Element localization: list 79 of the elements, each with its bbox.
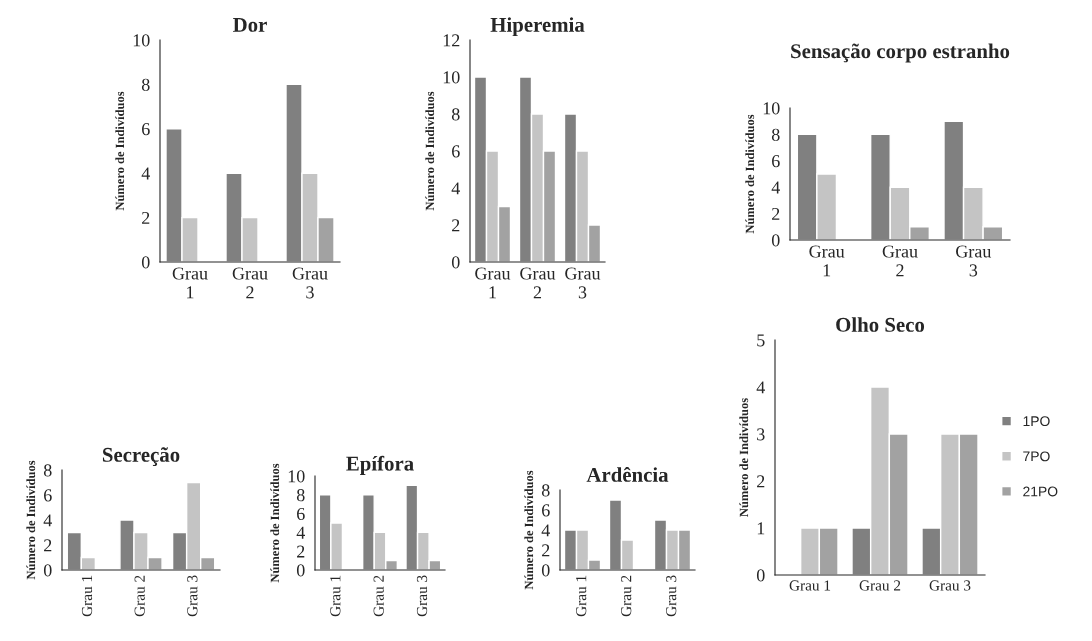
y-tick-label: 3	[757, 428, 765, 441]
y-axis-title: Número de Indivíduos	[524, 470, 534, 590]
y-tick-label: 2	[297, 545, 305, 558]
x-tick-label: Grau 3	[929, 580, 971, 591]
y-tick-label: 4	[296, 526, 305, 539]
chart-title: Epífora	[346, 455, 414, 475]
y-tick-label: 4	[756, 381, 765, 394]
x-tick-label: Grau 1	[475, 267, 511, 299]
x-tick-label: Grau 1	[330, 575, 341, 617]
x-tick-label: Grau 1	[81, 575, 93, 617]
y-axis-title: Número de Indivíduos	[425, 91, 435, 211]
y-tick-label: 0	[451, 256, 460, 269]
y-tick-label: 10	[288, 470, 305, 483]
y-tick-label: 10	[763, 102, 780, 115]
x-tick-label: Grau 2	[621, 575, 632, 617]
chart-title: Secreção	[102, 447, 180, 466]
y-axis-title: Número de Indivíduos	[115, 91, 125, 211]
y-axis-title: Número de Indivíduos	[26, 460, 36, 580]
legend-label: 1PO	[1023, 416, 1050, 427]
x-tick-label: Grau 1	[576, 575, 587, 617]
x-tick-label: Grau 1	[789, 580, 831, 591]
x-tick-label: Grau 2	[373, 575, 384, 617]
y-tick-label: 6	[142, 123, 150, 136]
y-tick-label: 6	[297, 507, 305, 521]
chart-title: Hiperemia	[490, 17, 585, 37]
y-tick-label: 4	[541, 524, 550, 537]
y-tick-label: 2	[452, 219, 460, 232]
x-tick-label: Grau 2	[882, 245, 918, 277]
x-tick-label: Grau 2	[134, 575, 145, 617]
y-tick-label: 4	[771, 181, 780, 194]
x-tick-label: Grau 3	[416, 575, 428, 617]
y-tick-label: 0	[296, 564, 305, 577]
y-tick-label: 4	[141, 167, 150, 180]
y-tick-label: 2	[142, 211, 150, 224]
x-tick-label: Grau 2	[520, 267, 556, 299]
y-axis-title: Número de Indivíduos	[270, 463, 280, 583]
y-tick-label: 8	[451, 108, 460, 121]
y-tick-label: 1	[757, 522, 765, 535]
y-tick-label: 4	[43, 514, 52, 527]
y-tick-label: 5	[757, 334, 765, 347]
chart-title: Sensação corpo estranho	[791, 43, 1010, 63]
y-tick-label: 2	[542, 544, 550, 557]
chart-title: Olho Seco	[836, 317, 925, 332]
x-tick-label: Grau 1	[809, 245, 845, 277]
y-tick-label: 6	[542, 504, 550, 517]
y-tick-label: 0	[541, 564, 550, 577]
y-tick-label: 6	[44, 489, 52, 502]
x-tick-label: Grau 3	[187, 575, 198, 617]
y-tick-label: 0	[771, 234, 780, 247]
x-tick-label: Grau 1	[172, 267, 208, 299]
y-axis-title: Número de Indivíduos	[739, 398, 749, 517]
y-tick-label: 10	[443, 71, 460, 84]
x-tick-label: Grau 2	[859, 580, 901, 591]
y-tick-label: 2	[757, 475, 765, 488]
y-tick-label: 0	[756, 569, 765, 582]
legend-label: 7PO	[1023, 451, 1050, 462]
x-tick-label: Grau 3	[666, 575, 677, 617]
y-tick-label: 0	[43, 564, 52, 577]
legend-label: 21PO	[1023, 486, 1058, 497]
y-tick-label: 2	[772, 207, 780, 220]
y-tick-label: 10	[133, 34, 150, 47]
x-tick-label: Grau 3	[565, 267, 601, 299]
y-tick-label: 4	[451, 182, 460, 195]
chart-title: Ardência	[586, 466, 669, 482]
y-tick-label: 6	[452, 145, 460, 158]
y-tick-label: 8	[43, 464, 52, 477]
y-tick-label: 8	[296, 489, 305, 502]
x-tick-label: Grau 2	[232, 267, 268, 299]
y-tick-label: 2	[44, 539, 52, 552]
y-axis-title: Número de Indivíduos	[745, 114, 755, 234]
y-tick-label: 6	[772, 155, 780, 168]
y-tick-label: 8	[541, 484, 550, 497]
x-tick-label: Grau 3	[292, 267, 328, 299]
y-tick-label: 8	[141, 78, 150, 91]
chart-title: Dor	[233, 18, 267, 32]
x-tick-label: Grau 3	[956, 245, 992, 277]
y-tick-label: 0	[141, 256, 150, 269]
y-tick-label: 8	[771, 128, 780, 141]
y-tick-label: 12	[443, 34, 460, 47]
